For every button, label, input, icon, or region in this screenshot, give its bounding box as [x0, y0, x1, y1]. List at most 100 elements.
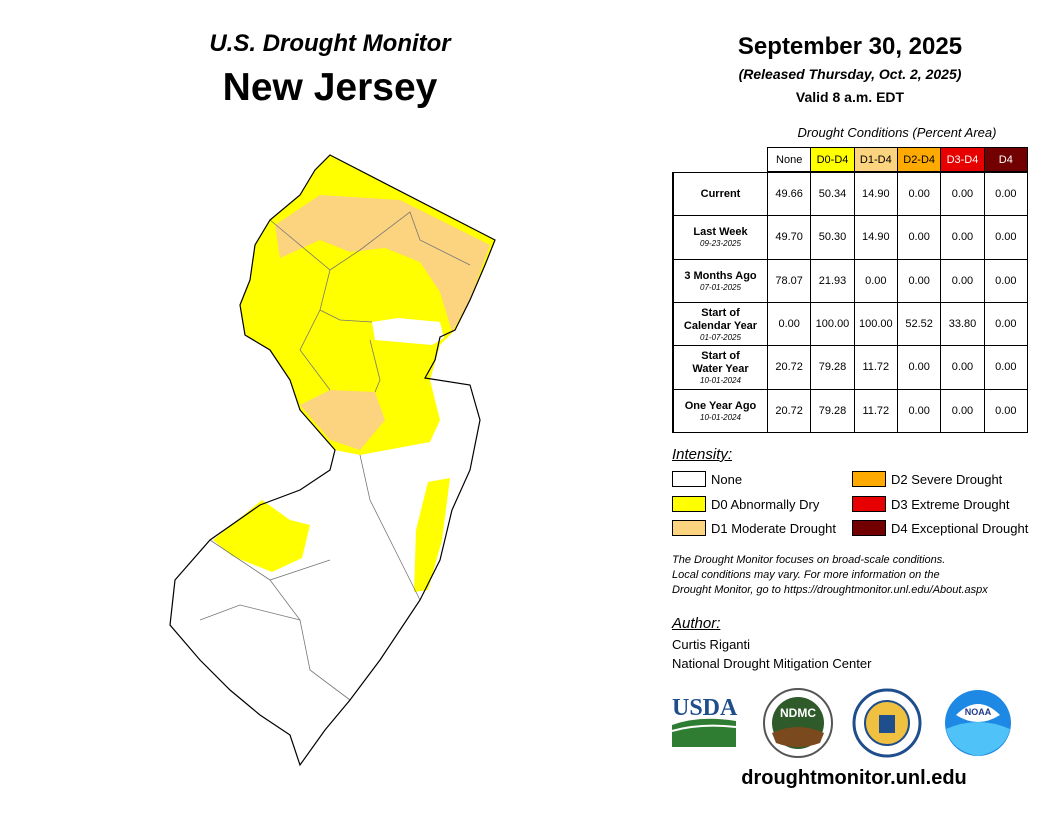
row-label-line: Calendar Year [683, 319, 758, 332]
legend-swatch [852, 471, 886, 487]
column-header: D2-D4 [896, 147, 942, 172]
legend-swatch [852, 520, 886, 536]
table-value: 11.72 [853, 388, 898, 433]
table-value: 100.00 [810, 301, 855, 347]
noaa-logo [956, 704, 1000, 722]
table-value: 14.90 [853, 215, 898, 260]
noaa-logo-text: NOAA [965, 707, 992, 717]
legend-swatch [672, 495, 706, 512]
legend-label: D3 Extreme Drought [891, 496, 1010, 512]
table-value: 52.52 [896, 301, 942, 347]
table-value: 50.34 [810, 172, 855, 217]
legend-swatch [852, 495, 886, 512]
table-caption: Drought Conditions (Percent Area) [797, 125, 997, 140]
table-value: 20.72 [767, 388, 812, 433]
row-date: 10-01-2024 [700, 375, 741, 385]
table-value: 14.90 [853, 172, 898, 217]
row-label: Current [672, 172, 768, 217]
table-value: 0.00 [983, 172, 1028, 217]
row-label: 3 Months Ago 07-01-2025 [672, 258, 768, 303]
table-value: 0.00 [983, 258, 1028, 303]
table-value: 0.00 [896, 215, 942, 260]
table-value: 50.30 [810, 215, 855, 260]
legend-label: D4 Exceptional Drought [891, 521, 1029, 536]
table-value: 0.00 [940, 258, 985, 303]
table-value: 20.72 [767, 345, 812, 390]
table-value: 0.00 [853, 258, 898, 303]
d1-area [275, 195, 490, 332]
d0-area [414, 478, 450, 592]
legend-label: D2 Severe Drought [891, 472, 1003, 487]
ndmc-logo-text: NDMC [780, 706, 816, 720]
column-header: D3-D4 [940, 147, 985, 172]
row-date: 07-01-2025 [700, 282, 741, 292]
table-value: 79.28 [810, 345, 855, 390]
noaa-logo [946, 722, 1010, 756]
author-org: National Drought Mitigation Center [672, 656, 872, 671]
column-header: D0-D4 [810, 147, 855, 172]
table-value: 0.00 [896, 388, 942, 433]
table-value: 33.80 [940, 301, 985, 347]
note: The Drought Monitor focuses on broad-sca… [672, 553, 988, 598]
table-value: 0.00 [983, 345, 1028, 390]
usda-logo: USDA [672, 695, 738, 721]
table-value: 49.66 [767, 172, 812, 217]
released-date: (Released Thursday, Oct. 2, 2025) [738, 66, 962, 82]
note-line: The Drought Monitor focuses on broad-sca… [672, 554, 946, 566]
table-value: 0.00 [896, 258, 942, 303]
table-value: 0.00 [896, 172, 942, 217]
logos: USDA NDMC NOAA [671, 688, 1011, 758]
table-value: 21.93 [810, 258, 855, 303]
column-header: D1-D4 [853, 147, 898, 172]
valid-time: Valid 8 a.m. EDT [795, 89, 905, 105]
legend-title: Intensity: [672, 446, 733, 463]
usda-swoosh [672, 718, 736, 747]
commerce-seal [879, 715, 895, 733]
row-label-line: Start of [701, 349, 740, 362]
column-header: None [767, 147, 812, 172]
legend-swatch [672, 471, 706, 487]
row-label-line: One Year Ago [684, 399, 757, 412]
table-value: 78.07 [767, 258, 812, 303]
row-label-line: Current [700, 187, 741, 200]
row-label: One Year Ago 10-01-2024 [672, 388, 768, 433]
table-value: 0.00 [940, 388, 985, 433]
table-value: 0.00 [983, 301, 1028, 347]
table-value: 0.00 [983, 215, 1028, 260]
row-label-line: Last Week [693, 226, 748, 239]
table-value: 0.00 [896, 345, 942, 390]
ndmc-logo [772, 727, 824, 747]
column-header: D4 [983, 147, 1028, 172]
legend-label: D1 Moderate Drought [711, 521, 837, 536]
website-url: droughtmonitor.unl.edu [741, 767, 967, 789]
table-value: 79.28 [810, 388, 855, 433]
note-line: Local conditions may vary. For more info… [672, 569, 940, 581]
usda-swoosh [671, 724, 737, 732]
table-value: 0.00 [940, 345, 985, 390]
d0-area [213, 500, 310, 572]
title: U.S. Drought Monitor [209, 30, 451, 57]
table-value: 11.72 [853, 345, 898, 390]
map-date: September 30, 2025 [737, 33, 963, 60]
row-label-line: Start of [701, 306, 740, 319]
row-label-line: Water Year [692, 362, 749, 375]
state-border [169, 154, 496, 767]
row-date: 09-23-2025 [700, 239, 741, 249]
table-value: 0.00 [940, 215, 985, 260]
table-value: 0.00 [767, 301, 812, 347]
row-label: Last Week 09-23-2025 [672, 215, 768, 260]
author-title: Author: [672, 615, 721, 632]
row-label-line: 3 Months Ago [684, 269, 757, 282]
row-label: Start of Calendar Year 01-07-2025 [672, 301, 768, 347]
table-value: 0.00 [940, 172, 985, 217]
legend-swatch [672, 520, 706, 536]
note-line: Drought Monitor, go to https://droughtmo… [672, 584, 988, 596]
table-value: 0.00 [983, 388, 1028, 433]
none-area [372, 318, 444, 345]
legend-label: D0 Abnormally Dry [711, 496, 820, 512]
table-value: 100.00 [853, 301, 898, 347]
author-name: Curtis Riganti [672, 637, 751, 652]
table-value: 49.70 [767, 215, 812, 260]
row-date: 01-07-2025 [700, 332, 741, 342]
